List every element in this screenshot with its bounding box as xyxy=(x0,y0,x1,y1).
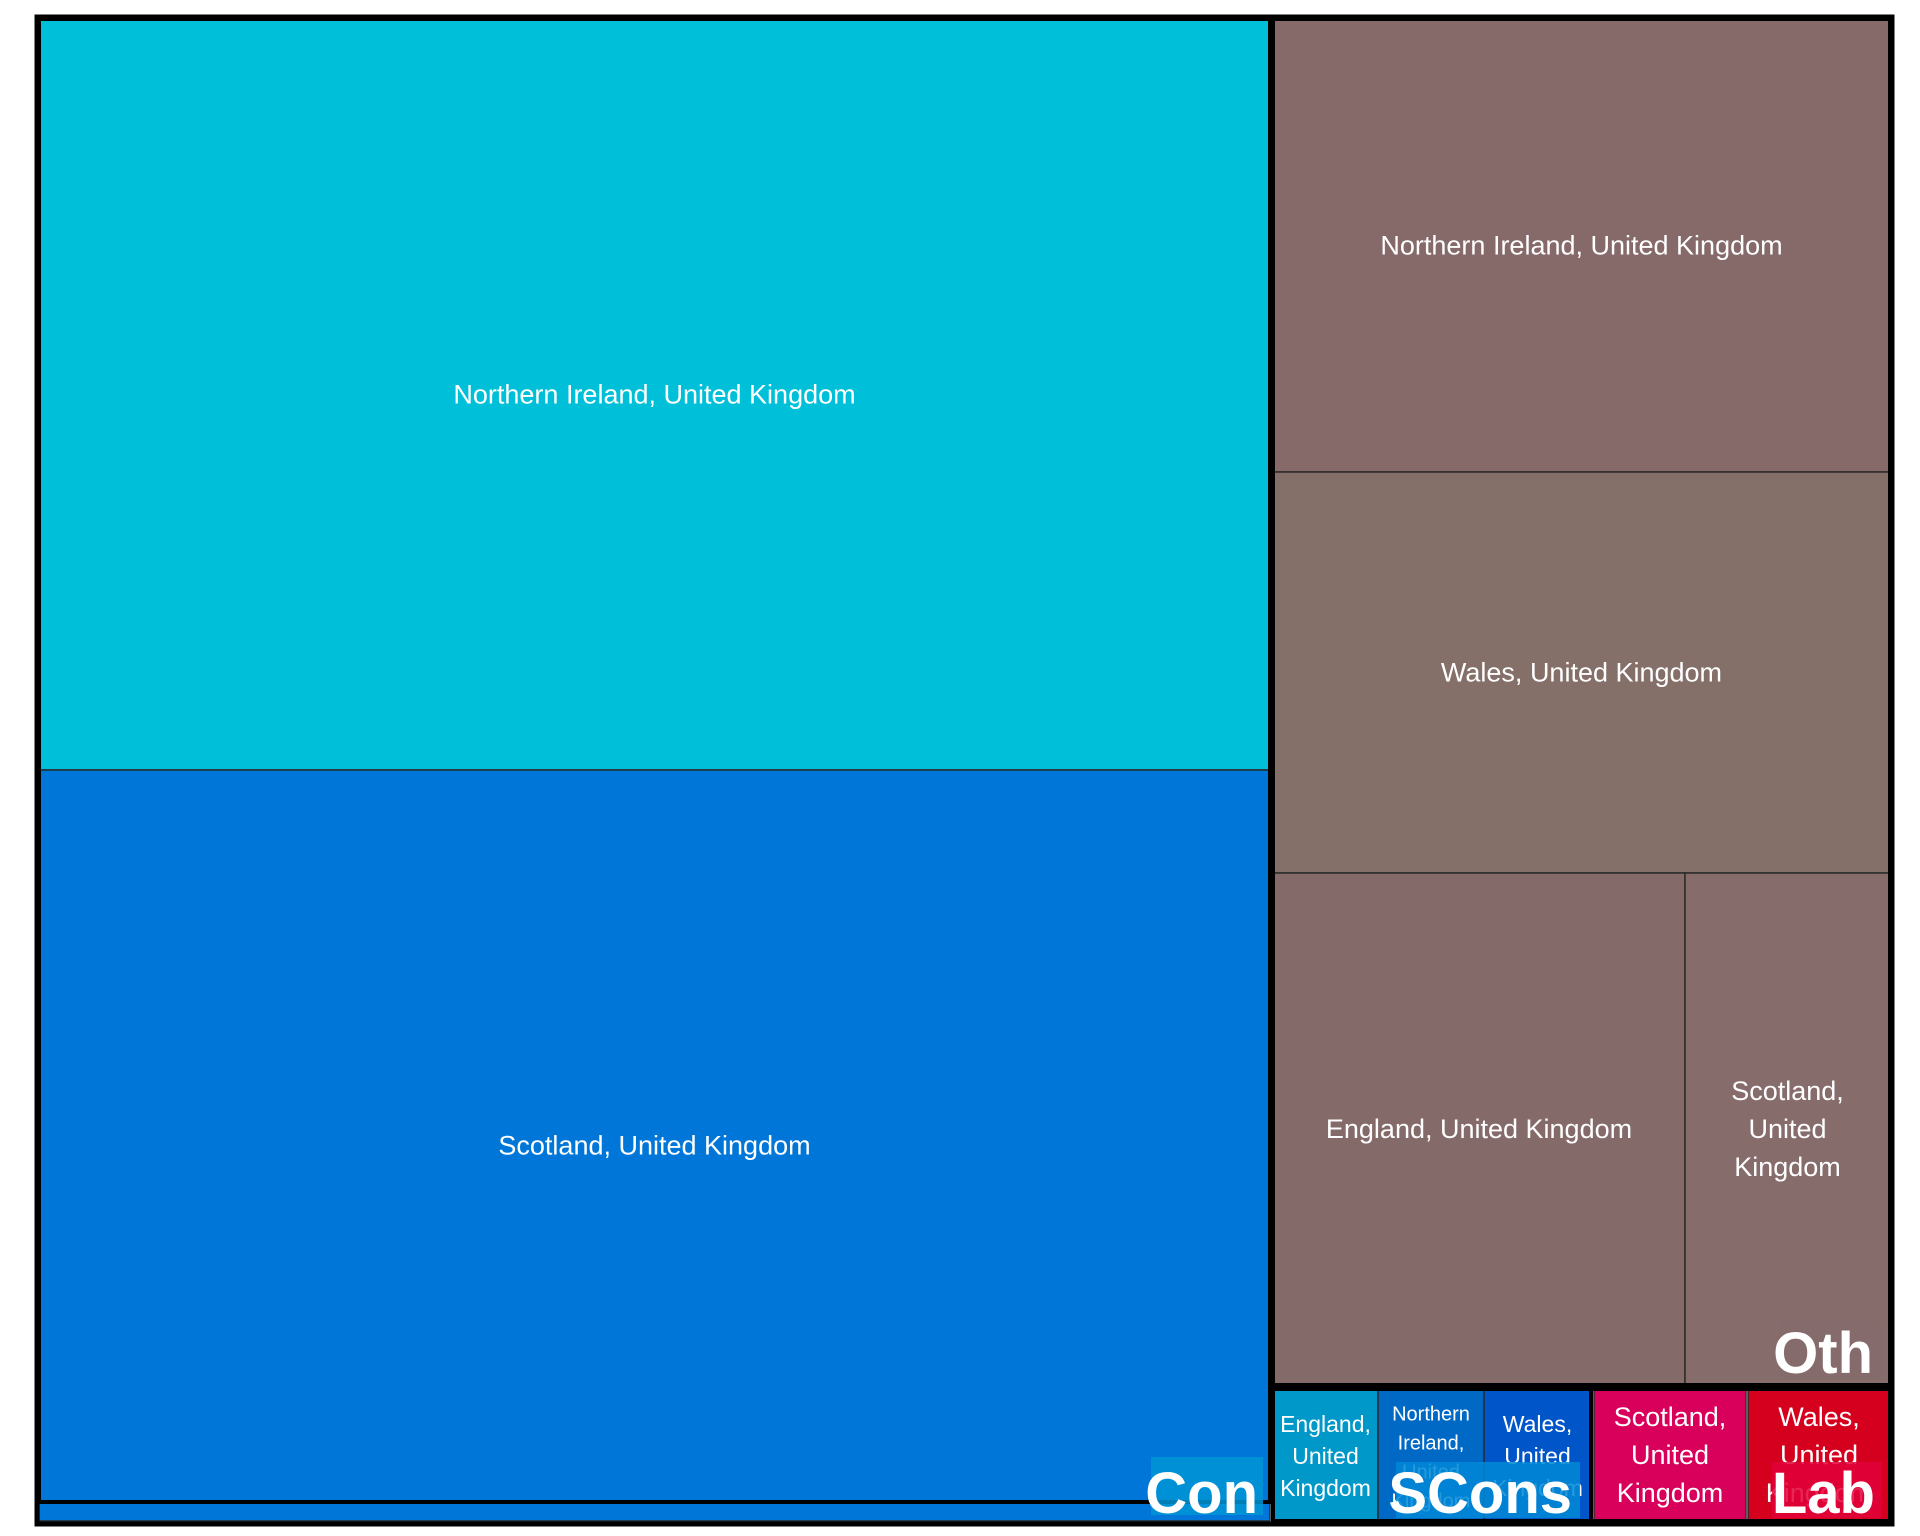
treemap-cell-label-lab-1: Scotland, United Kingdom xyxy=(1614,1402,1727,1508)
treemap-cell-label-con-2: Scotland, United Kingdom xyxy=(498,1131,810,1161)
treemap-cell-label-oth-1: Northern Ireland, United Kingdom xyxy=(1380,231,1782,261)
treemap-group-label-bg-oth xyxy=(1779,1322,1882,1378)
treemap-group-label-oth: Oth xyxy=(1773,1321,1873,1386)
treemap-cell-label-con-1: Northern Ireland, United Kingdom xyxy=(453,380,855,410)
treemap-cell-oth-3[interactable] xyxy=(1272,872,1686,1386)
treemap-cell-oth-2[interactable] xyxy=(1272,471,1891,874)
treemap-group-label-bg-con xyxy=(1151,1457,1263,1515)
treemap-group-label-scons: SCons xyxy=(1388,1461,1572,1526)
treemap-cell-con-2[interactable] xyxy=(38,769,1271,1522)
treemap-cell-label-oth-3: England, United Kingdom xyxy=(1326,1114,1632,1144)
treemap-group-label-bg-scons xyxy=(1396,1462,1580,1518)
treemap-cell-oth-4[interactable] xyxy=(1684,872,1891,1386)
treemap-cell-con-1[interactable] xyxy=(38,18,1271,771)
treemap-group-label-lab: Lab xyxy=(1772,1461,1875,1526)
treemap-cell-label-oth-2: Wales, United Kingdom xyxy=(1441,658,1722,688)
outer-border xyxy=(34,14,1895,1527)
treemap-cell-oth-1[interactable] xyxy=(1272,18,1891,473)
treemap-group-label-bg-lab xyxy=(1772,1462,1882,1518)
treemap-group-label-con: Con xyxy=(1145,1461,1258,1526)
treemap-cell-label-scons-1: England, United Kingdom xyxy=(1280,1411,1371,1501)
treemap-cell-label-oth-4: Scotland, United Kingdom xyxy=(1731,1076,1844,1182)
